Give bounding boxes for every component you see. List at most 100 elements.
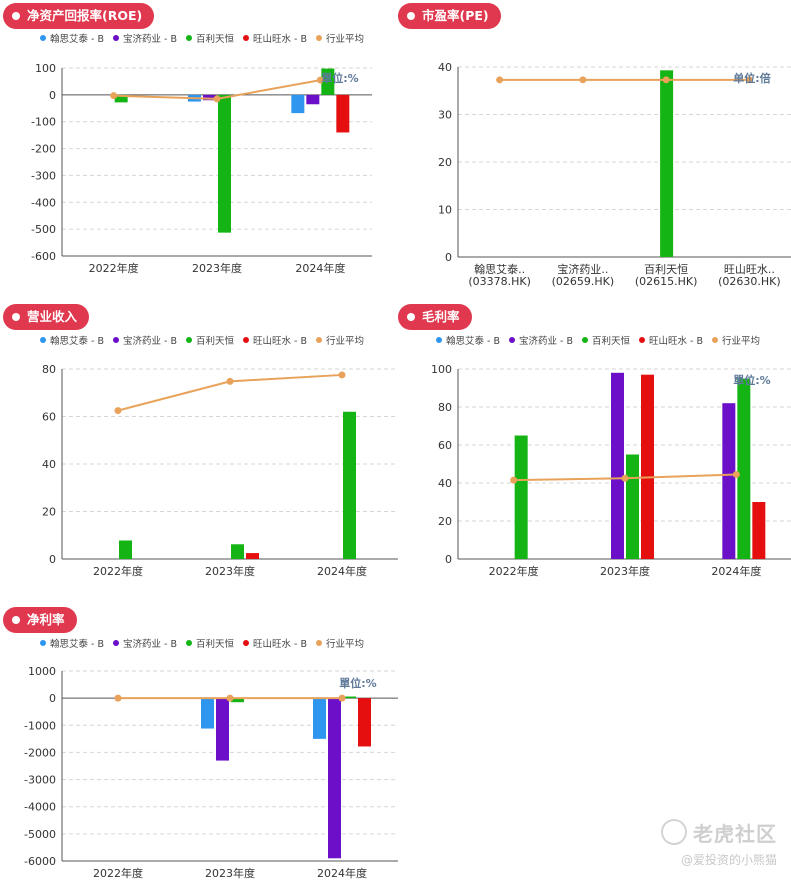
legend-item[interactable]: 宝济药业 - B [113,636,177,650]
y-tick-label: 20 [42,506,56,519]
x-tick-label: 2023年度 [205,866,255,880]
y-tick-label: 0 [49,553,56,566]
y-tick-label: 40 [438,61,452,74]
industry-average-point [114,694,122,702]
bar [514,435,528,559]
x-tick-label: 2024年度 [295,261,345,275]
legend-dot-icon [186,640,192,646]
watermark-user: @爱投资的小熊猫 [680,853,777,867]
bullet-icon [407,313,415,321]
legend-dot-icon [509,337,515,343]
bar [231,544,244,559]
bar [203,94,216,101]
legend-label: 宝济药业 - B [123,639,177,650]
bar [218,94,231,233]
industry-average-point [213,95,221,103]
legend-label: 行业平均 [326,34,365,45]
watermark-logo-text: 老虎社区 [693,822,777,846]
y-tick-label: -2000 [24,746,56,759]
x-tick-label: 2024年度 [317,564,367,578]
y-tick-label: 80 [438,401,452,414]
x-tick-label: 2023年度 [192,261,242,275]
legend-item[interactable]: 行业平均 [316,636,364,650]
net-margin-chart: 1000 0 -1000 -2000 -3000 -4000 -5000 -6000 2022年… [24,665,398,880]
bar [660,70,674,257]
legend-item[interactable]: 百利天恒 [186,333,234,347]
x-tick-label: (02630.HK) [718,275,781,288]
legend-item[interactable]: 旺山旺水 - B [243,636,307,650]
bar [343,696,356,699]
roe-title: 净资产回报率(ROE) [27,8,143,23]
y-tick-label: 30 [438,109,452,122]
net-margin-legend[interactable]: 翰思艾泰 - B 宝济药业 - B 百利天恒 旺山旺水 - B 行业平均 [40,636,373,650]
y-tick-label: -300 [31,169,56,182]
bar [328,698,341,859]
bar [216,698,229,761]
roe-legend[interactable]: 翰思艾泰 - B 宝济药业 - B 百利天恒 旺山旺水 - B 行业平均 [40,31,373,45]
y-tick-label: -1000 [24,719,56,732]
gross-margin-title: 毛利率 [422,309,460,324]
roe-chart: 100 0 -100 -200 -300 -400 -500 -600 2022年度 2023年度… [31,62,372,275]
legend-dot-icon [113,640,119,646]
x-tick-label: 2024年度 [711,564,761,578]
legend-item[interactable]: 宝济药业 - B [509,333,573,347]
y-tick-label: 60 [42,411,56,424]
x-tick-label: (03378.HK) [468,275,531,288]
legend-item[interactable]: 旺山旺水 - B [243,333,307,347]
bar [641,374,654,559]
legend-item[interactable]: 翰思艾泰 - B [40,636,104,650]
legend-item[interactable]: 百利天恒 [582,333,630,347]
bullet-icon [12,616,20,624]
industry-average-point [114,407,122,415]
legend-item[interactable]: 翰思艾泰 - B [40,31,104,45]
unit-label: 单位:倍 [733,71,770,85]
legend-item[interactable]: 行业平均 [316,333,364,347]
y-tick-label: 60 [438,439,452,452]
bar [246,553,259,559]
legend-item[interactable]: 行业平均 [316,31,364,45]
y-tick-label: 0 [49,89,56,102]
industry-average-point [110,92,118,100]
legend-label: 旺山旺水 - B [253,639,308,650]
legend-item[interactable]: 百利天恒 [186,31,234,45]
legend-label: 宝济药业 - B [519,336,573,347]
x-tick-label: 2022年度 [93,564,143,578]
y-tick-label: -400 [31,196,56,209]
unit-label: 單位:% [733,373,770,387]
legend-label: 旺山旺水 - B [253,336,308,347]
industry-average-point [662,76,670,84]
legend-item[interactable]: 宝济药业 - B [113,333,177,347]
bar [321,68,335,95]
legend-dot-icon [243,337,250,343]
gross-margin-legend[interactable]: 翰思艾泰 - B 宝济药业 - B 百利天恒 旺山旺水 - B 行业平均 [436,333,769,347]
y-tick-label: -100 [31,116,56,129]
x-tick-label: 2024年度 [317,866,367,880]
y-tick-label: 40 [438,477,452,490]
y-tick-label: 100 [431,363,452,376]
legend-label: 翰思艾泰 - B [50,336,104,347]
legend-item[interactable]: 百利天恒 [186,636,234,650]
legend-label: 翰思艾泰 - B [50,639,104,650]
y-tick-label: -6000 [24,855,56,868]
legend-item[interactable]: 旺山旺水 - B [639,333,703,347]
legend-item[interactable]: 翰思艾泰 - B [40,333,104,347]
bullet-icon [407,12,415,20]
y-tick-label: -200 [31,143,56,156]
legend-item[interactable]: 旺山旺水 - B [243,31,307,45]
legend-label: 行业平均 [326,336,365,347]
legend-item[interactable]: 翰思艾泰 - B [436,333,500,347]
x-tick-label: 2023年度 [205,564,255,578]
y-tick-label: 10 [438,204,452,217]
industry-average-point [338,694,346,702]
y-tick-label: 100 [35,62,56,75]
y-tick-label: 0 [49,692,56,705]
gross-margin-title-pill: 毛利率 [398,304,472,330]
x-tick-label: 2023年度 [600,564,650,578]
legend-item[interactable]: 行业平均 [712,333,760,347]
revenue-legend[interactable]: 翰思艾泰 - B 宝济药业 - B 百利天恒 旺山旺水 - B 行业平均 [40,333,373,347]
legend-item[interactable]: 宝济药业 - B [113,31,177,45]
pe-title-pill: 市盈率(PE) [398,3,501,29]
legend-dot-icon [40,640,46,646]
y-tick-label: -4000 [24,801,56,814]
legend-label: 旺山旺水 - B [253,34,308,45]
